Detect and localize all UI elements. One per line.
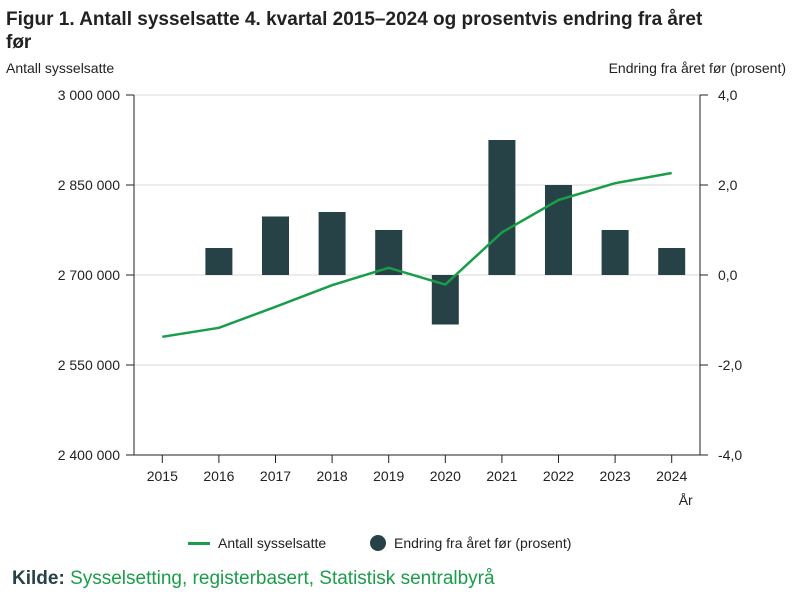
bar-2017 — [262, 216, 289, 275]
left-axis-title: Antall sysselsatte — [6, 60, 115, 76]
left-tick-label: 2 400 000 — [58, 447, 120, 463]
left-tick-label: 2 700 000 — [58, 267, 120, 283]
legend-bar-swatch — [370, 535, 386, 551]
bar-2021 — [488, 140, 516, 275]
x-tick-label: 2016 — [203, 468, 234, 484]
bar-2023 — [601, 230, 629, 275]
right-tick-label: 2,0 — [718, 177, 738, 193]
bar-2016 — [205, 248, 233, 275]
bar-2018 — [318, 212, 346, 275]
bar-2022 — [545, 185, 572, 275]
chart-title: Figur 1. Antall sysselsatte 4. kvartal 2… — [6, 9, 703, 53]
left-tick-label: 2 850 000 — [58, 177, 120, 193]
x-tick-label: 2023 — [600, 468, 631, 484]
right-tick-label: -4,0 — [718, 447, 742, 463]
x-tick-label: 2018 — [317, 468, 348, 484]
x-axis-title: År — [679, 492, 693, 508]
x-tick-label: 2019 — [373, 468, 404, 484]
legend-item-line: Antall sysselsatte — [188, 535, 326, 551]
bar-2024 — [658, 248, 686, 275]
legend-bar-label: Endring fra året før (prosent) — [394, 535, 572, 551]
legend-line-label: Antall sysselsatte — [218, 535, 327, 551]
right-axis-title: Endring fra året før (prosent) — [608, 60, 786, 76]
x-tick-label: 2024 — [656, 468, 687, 484]
right-tick-label: 4,0 — [718, 87, 738, 103]
legend-item-bar: Endring fra året før (prosent) — [370, 535, 571, 551]
x-tick-label: 2020 — [430, 468, 461, 484]
legend-line-swatch — [188, 541, 210, 545]
left-tick-label: 2 550 000 — [58, 357, 120, 373]
x-tick-label: 2017 — [260, 468, 291, 484]
source-text: Sysselsetting, registerbasert, Statistis… — [70, 568, 495, 589]
right-tick-label: -2,0 — [718, 357, 742, 373]
x-tick-label: 2015 — [147, 468, 178, 484]
x-tick-label: 2021 — [486, 468, 517, 484]
source-note: Kilde: Sysselsetting, registerbasert, St… — [12, 568, 495, 590]
x-tick-label: 2022 — [543, 468, 574, 484]
left-tick-label: 3 000 000 — [58, 87, 120, 103]
source-label: Kilde: — [12, 568, 65, 589]
right-tick-label: 0,0 — [718, 267, 738, 283]
employment-line — [162, 171, 672, 339]
